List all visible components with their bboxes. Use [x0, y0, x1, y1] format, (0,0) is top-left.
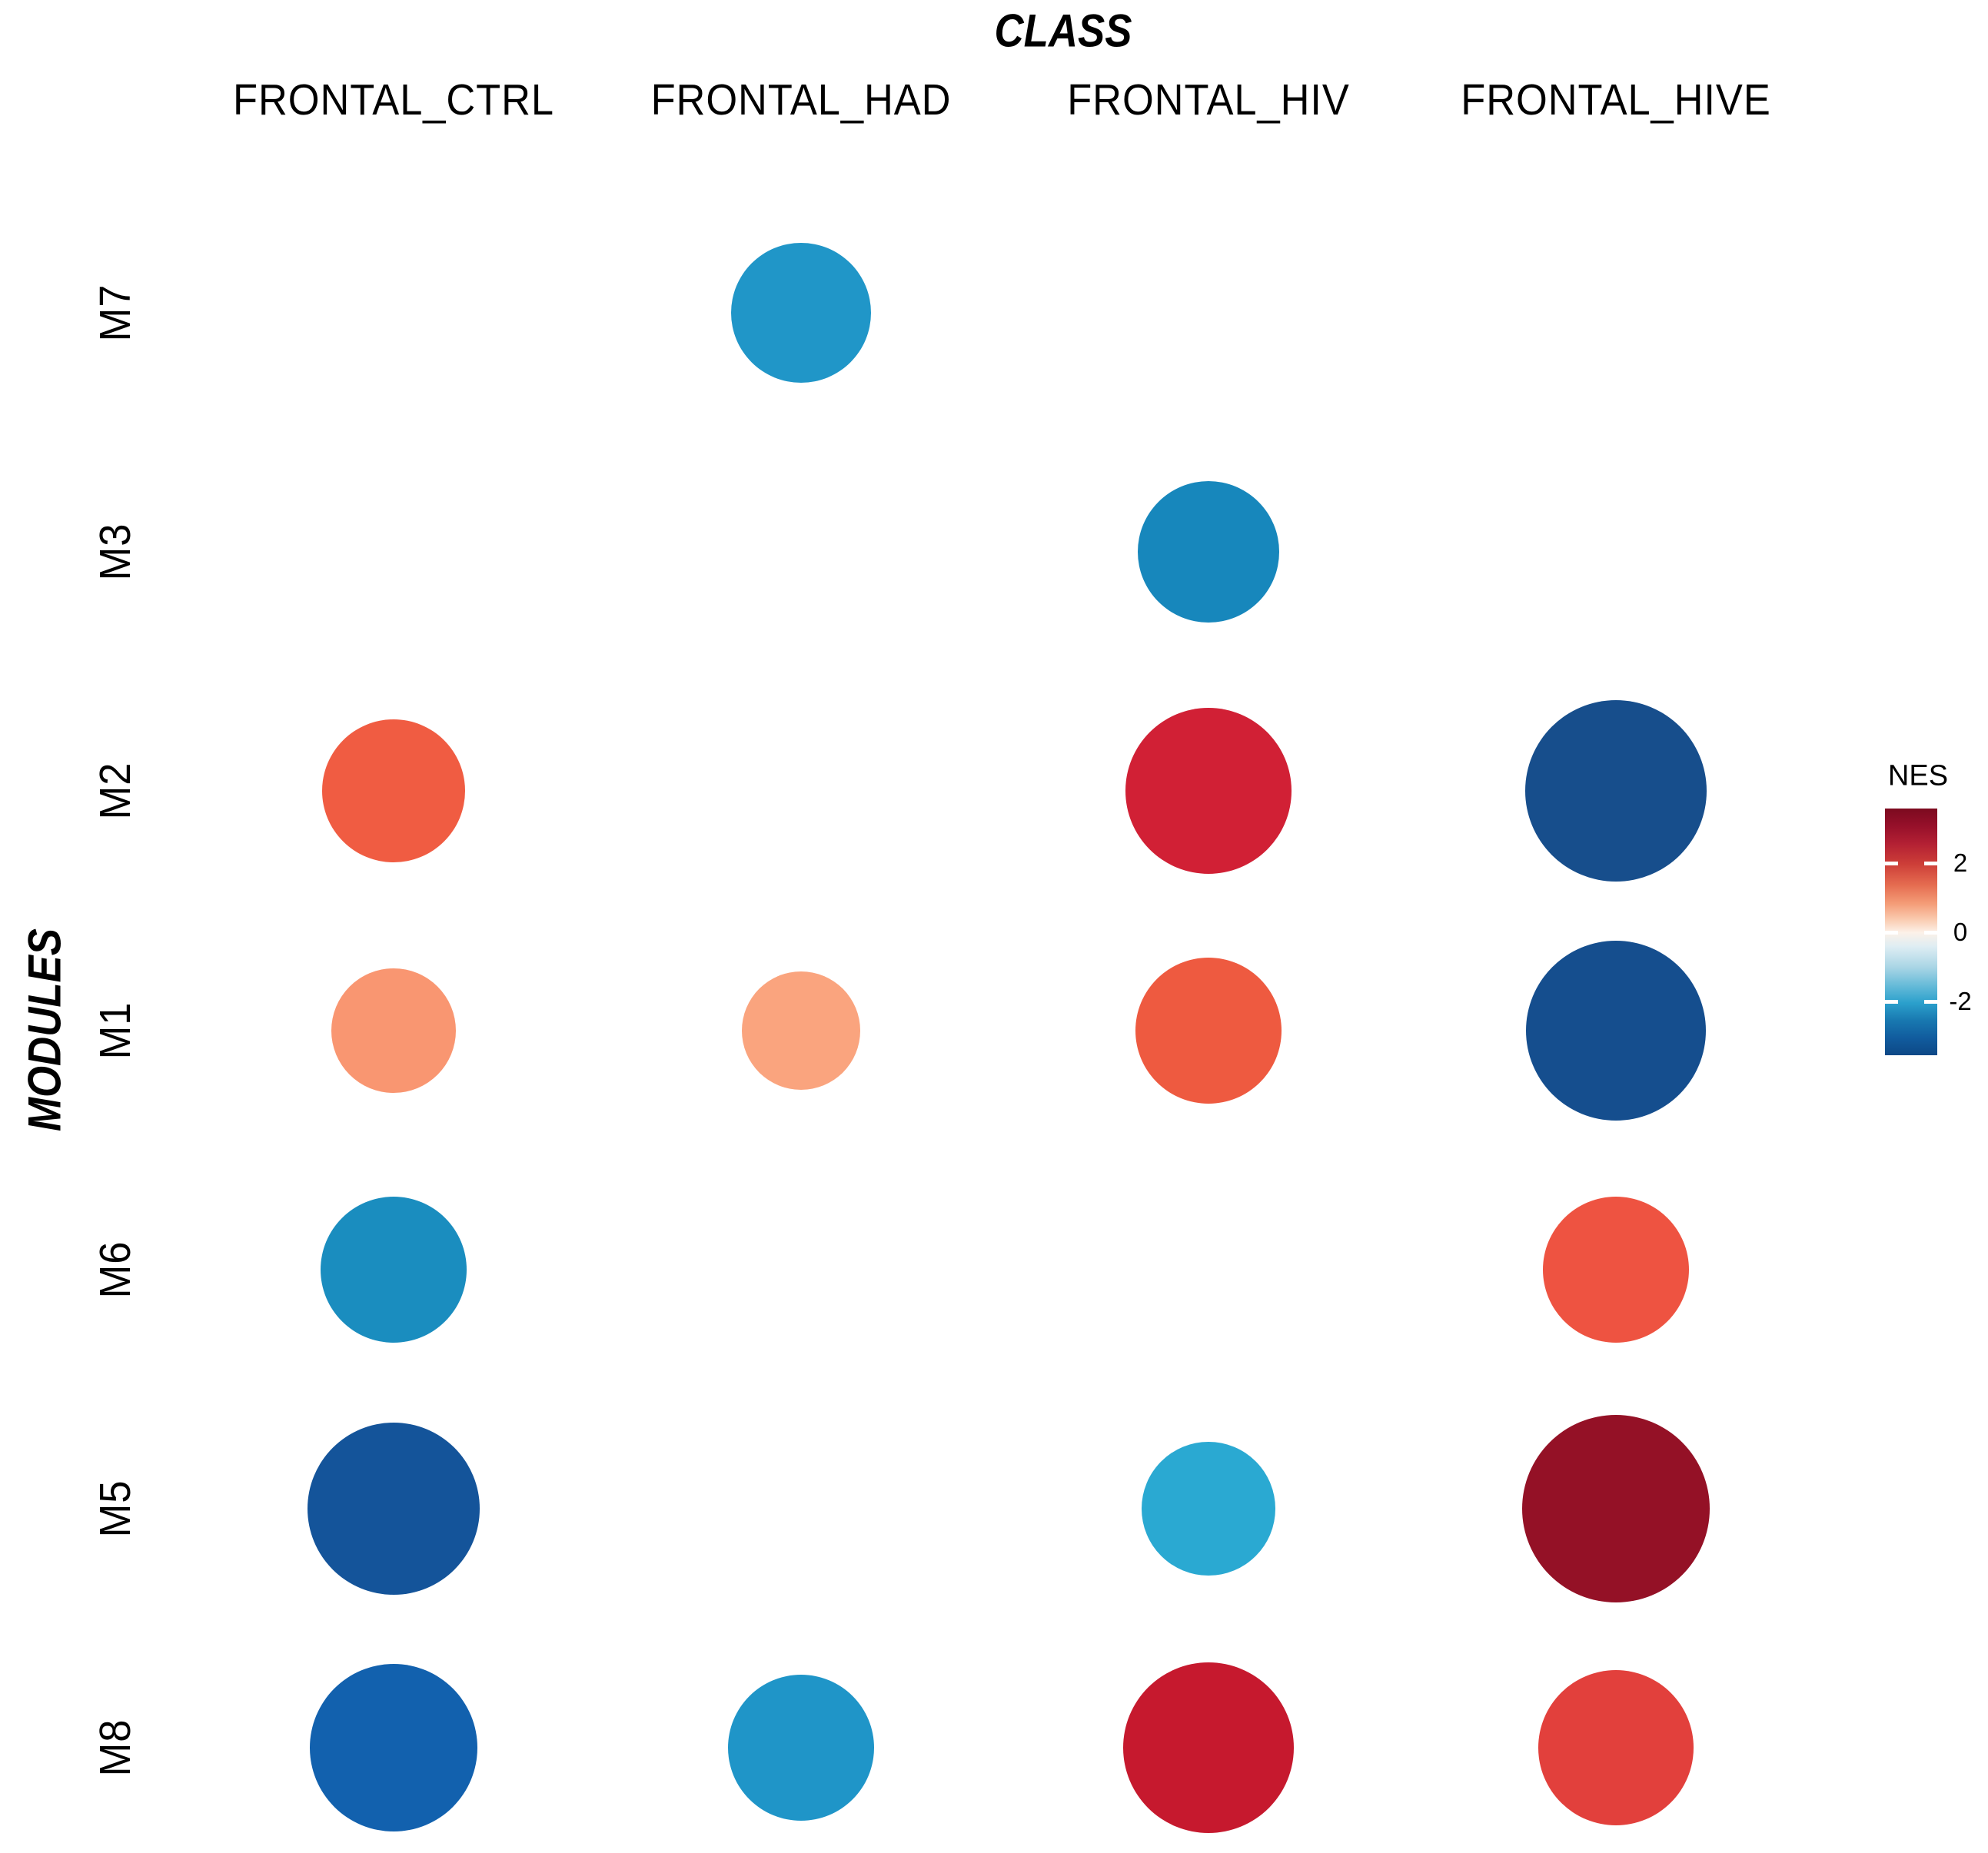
bubble-M5-FRONTAL_CTRL: [308, 1423, 480, 1595]
legend-tick-notch-right: [1924, 862, 1937, 865]
row-label-M6: M6: [91, 1240, 140, 1299]
row-label-M3: M3: [91, 523, 140, 581]
bubble-M8-FRONTAL_CTRL: [310, 1664, 477, 1832]
legend-tick-notch-right: [1924, 931, 1937, 935]
bubble-M6-FRONTAL_CTRL: [321, 1196, 467, 1343]
legend-tick-label-2: 2: [1953, 848, 1968, 877]
row-label-M7: M7: [91, 284, 140, 342]
bubble-M2-FRONTAL_HIV: [1125, 708, 1292, 875]
bubble-M2-FRONTAL_CTRL: [322, 719, 465, 863]
column-header-FRONTAL_CTRL: FRONTAL_CTRL: [233, 75, 554, 125]
row-label-M8: M8: [91, 1719, 140, 1777]
bubble-M1-FRONTAL_CTRL: [331, 968, 456, 1093]
bubble-M8-FRONTAL_HAD: [728, 1675, 874, 1821]
legend-tick-notch-left: [1885, 931, 1898, 935]
bubble-M1-FRONTAL_HAD: [742, 971, 860, 1090]
x-axis-title: CLASS: [994, 5, 1132, 57]
row-label-M2: M2: [91, 762, 140, 820]
legend-tick-notch-left: [1885, 1000, 1898, 1004]
bubble-M8-FRONTAL_HIVE: [1538, 1670, 1694, 1826]
legend-tick-notch-left: [1885, 862, 1898, 865]
bubble-M2-FRONTAL_HIVE: [1525, 700, 1707, 882]
bubble-M1-FRONTAL_HIV: [1135, 957, 1282, 1104]
legend-tick-label-0: 0: [1953, 918, 1968, 946]
row-label-M1: M1: [91, 1001, 140, 1059]
bubble-M7-FRONTAL_HAD: [731, 243, 871, 383]
column-header-FRONTAL_HAD: FRONTAL_HAD: [650, 75, 952, 125]
bubble-M8-FRONTAL_HIV: [1123, 1662, 1294, 1834]
bubble-M5-FRONTAL_HIV: [1142, 1442, 1275, 1576]
y-axis-title: MODULES: [18, 928, 71, 1131]
bubble-M6-FRONTAL_HIVE: [1543, 1196, 1689, 1343]
bubble-M5-FRONTAL_HIVE: [1522, 1415, 1710, 1602]
bubble-M3-FRONTAL_HIV: [1138, 481, 1279, 623]
column-header-FRONTAL_HIV: FRONTAL_HIV: [1067, 75, 1350, 125]
bubble-M1-FRONTAL_HIVE: [1526, 940, 1706, 1121]
legend-title: NES: [1887, 759, 1949, 792]
row-label-M5: M5: [91, 1479, 140, 1538]
column-header-FRONTAL_HIVE: FRONTAL_HIVE: [1461, 75, 1771, 125]
legend-tick-label--2: -2: [1949, 987, 1972, 1015]
legend-tick-notch-right: [1924, 1000, 1937, 1004]
